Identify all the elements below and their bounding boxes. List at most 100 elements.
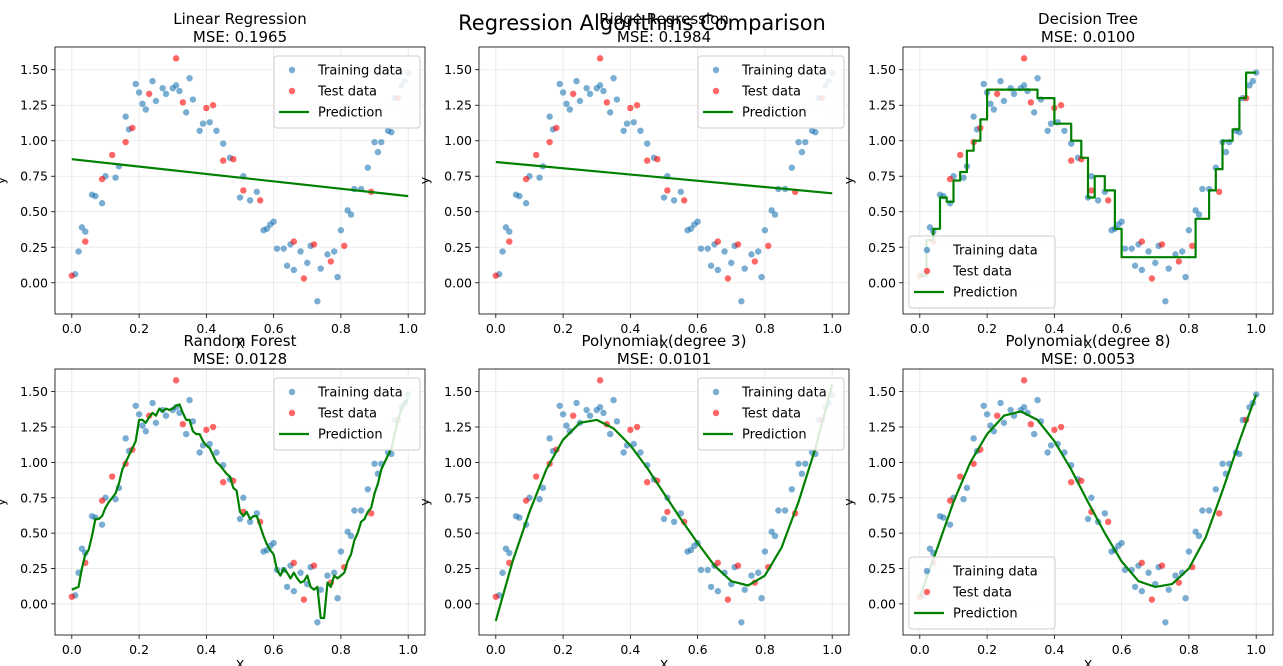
training-point — [253, 510, 261, 517]
legend: Training data Test data Prediction — [908, 235, 1056, 309]
test-point — [82, 238, 89, 245]
training-point — [990, 106, 998, 113]
training-point — [1162, 298, 1169, 305]
y-tick-label: 0.75 — [20, 169, 48, 184]
legend-box — [697, 55, 845, 129]
test-point — [956, 473, 964, 480]
training-point — [1118, 218, 1125, 225]
prediction-line — [918, 394, 1258, 598]
training-point — [623, 120, 631, 127]
y-tick-label: 0.25 — [444, 240, 472, 255]
training-point — [182, 430, 190, 438]
x-tick-label: 0.8 — [755, 321, 775, 336]
training-point — [694, 218, 701, 225]
training-point — [775, 507, 782, 514]
test-point — [1175, 579, 1183, 586]
training-point — [334, 595, 341, 602]
x-tick-label: 1.0 — [822, 642, 842, 657]
y-tick-label: 0.75 — [868, 490, 896, 505]
x-tick-label: 0.4 — [1044, 321, 1064, 336]
test-point — [603, 99, 611, 106]
training-point — [1047, 442, 1055, 449]
training-point — [620, 127, 627, 134]
test-point — [300, 596, 308, 603]
x-tick-label: 0.8 — [331, 321, 351, 336]
training-point — [758, 595, 765, 602]
training-point — [186, 75, 193, 82]
training-point — [132, 402, 139, 409]
training-point — [189, 96, 197, 103]
training-point — [983, 411, 991, 418]
training-point — [586, 412, 594, 419]
training-point — [92, 192, 99, 200]
training-point — [1067, 140, 1075, 147]
data-layer — [916, 55, 1260, 305]
training-point — [1205, 507, 1213, 514]
test-point — [98, 175, 106, 183]
training-point — [963, 484, 971, 492]
prediction-line — [919, 71, 1257, 277]
legend-marker-training — [712, 66, 720, 74]
training-point — [1044, 449, 1051, 456]
training-point — [172, 82, 180, 89]
x-tick-label: 0.6 — [264, 642, 284, 657]
training-point — [506, 228, 513, 235]
training-point — [606, 430, 614, 438]
training-point — [75, 248, 82, 255]
legend: Training data Test data Prediction — [908, 556, 1056, 630]
training-point — [546, 435, 553, 442]
training-point — [697, 566, 705, 574]
training-point — [253, 188, 261, 196]
training-point — [1131, 583, 1139, 591]
training-point — [364, 164, 372, 171]
legend-box — [908, 556, 1056, 630]
training-point — [1030, 430, 1038, 438]
legend-label-prediction: Prediction — [953, 286, 1018, 301]
training-point — [1138, 587, 1146, 595]
x-tick-label: 0.2 — [553, 321, 573, 336]
training-point — [1000, 97, 1008, 105]
training-point — [573, 77, 580, 85]
training-point — [499, 248, 506, 255]
y-tick-label: 1.25 — [20, 98, 48, 113]
legend-label-training: Training data — [317, 386, 403, 401]
training-point — [704, 245, 711, 252]
subplot-mse: MSE: 0.1984 — [617, 28, 711, 46]
x-axis-label: X — [236, 657, 245, 666]
training-point — [142, 106, 150, 113]
training-point — [1088, 173, 1095, 180]
training-point — [98, 200, 106, 207]
training-point — [980, 402, 987, 409]
test-point — [1020, 55, 1028, 62]
training-point — [98, 521, 106, 528]
y-tick-label: 0.50 — [868, 526, 896, 541]
test-point — [1148, 596, 1156, 603]
test-point — [209, 102, 217, 109]
training-point — [1101, 510, 1109, 517]
test-point — [179, 99, 187, 106]
training-point — [600, 409, 607, 417]
training-point — [1185, 227, 1193, 234]
training-point — [539, 484, 547, 492]
training-point — [771, 532, 779, 540]
test-point — [546, 138, 553, 146]
y-tick-label: 1.00 — [20, 133, 48, 148]
training-point — [1061, 127, 1068, 134]
test-point — [1057, 423, 1065, 431]
training-point — [330, 248, 338, 255]
test-point — [1158, 562, 1166, 569]
y-tick-label: 0.75 — [20, 490, 48, 505]
training-point — [600, 87, 607, 95]
x-tick-label: 0.2 — [977, 321, 997, 336]
training-point — [1020, 82, 1028, 89]
training-point — [1084, 515, 1092, 523]
training-point — [213, 127, 220, 134]
training-point — [1212, 486, 1220, 493]
training-point — [997, 399, 1004, 407]
training-point — [347, 211, 355, 218]
training-point — [559, 89, 567, 96]
training-point — [132, 80, 139, 88]
training-point — [761, 227, 769, 234]
legend-marker-test — [288, 409, 296, 417]
training-point — [1195, 211, 1203, 218]
